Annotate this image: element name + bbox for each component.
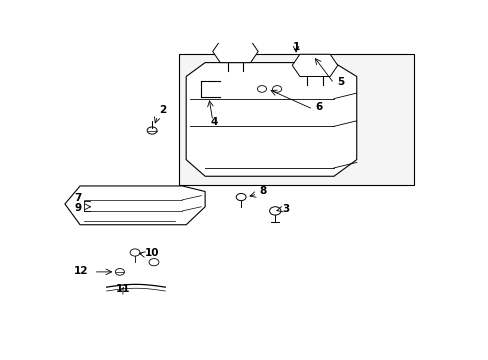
Text: 10: 10 [145,248,160,258]
Text: 6: 6 [315,102,323,112]
Text: 12: 12 [74,266,88,276]
Polygon shape [65,186,205,225]
Polygon shape [212,40,258,63]
Text: 5: 5 [336,77,344,87]
Polygon shape [186,63,356,176]
Text: 9: 9 [74,203,81,213]
Text: 11: 11 [116,284,130,294]
Text: 1: 1 [292,42,299,52]
Text: 7: 7 [74,193,81,203]
Text: 8: 8 [259,186,265,196]
Bar [178,54,413,185]
Text: 4: 4 [210,117,217,127]
Text: 2: 2 [159,105,166,115]
Text: 3: 3 [282,204,289,214]
Polygon shape [292,54,337,76]
